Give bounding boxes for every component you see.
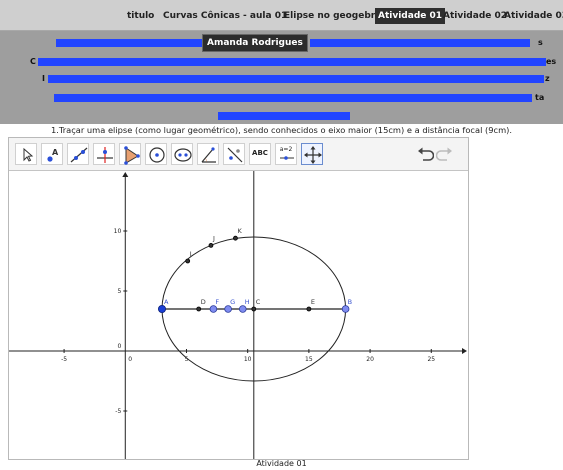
- header-line-end: s: [538, 38, 543, 47]
- footer-label: Atividade 01: [256, 459, 307, 468]
- point-h: [238, 305, 247, 313]
- slider-tool-label: a=2: [279, 146, 293, 153]
- graphics-canvas[interactable]: -5 5 10 15 20 25 10 5 00 -5 A B C D E F G H I J K: [9, 171, 468, 459]
- redacted-text: [310, 39, 530, 47]
- x-tick-label: 0: [128, 356, 132, 363]
- x-tick-label: 20: [366, 356, 374, 363]
- point-label-g: G: [230, 298, 235, 306]
- reflect-line-icon: [227, 147, 243, 163]
- nav-item-atividade-02[interactable]: Atividade 02: [443, 11, 508, 21]
- point-g: [224, 305, 232, 313]
- redacted-text: [54, 94, 532, 102]
- point-label-c: C: [256, 298, 261, 306]
- x-tick-label: 10: [244, 356, 252, 363]
- line-through-points-icon: [70, 147, 88, 163]
- point-label-i: I: [190, 250, 192, 258]
- graphics-view[interactable]: -5 5 10 15 20 25 10 5 0 0 -5 A B C D E F G H I J K: [9, 171, 468, 459]
- header-line-start: I: [42, 74, 45, 83]
- header-line-start: C: [30, 57, 36, 66]
- header-line-end: z: [545, 74, 550, 83]
- nav-item-curvas-conicas[interactable]: Curvas Cônicas - aula 01: [163, 11, 288, 21]
- point-tool-button[interactable]: A: [41, 143, 63, 165]
- perpendicular-tool-button[interactable]: [93, 143, 115, 165]
- point-c: [251, 306, 257, 312]
- conic-tool-button[interactable]: [171, 143, 193, 165]
- y-tick-label: 0: [117, 343, 121, 350]
- line-tool-button[interactable]: [67, 143, 89, 165]
- y-tick-label: -5: [115, 408, 121, 415]
- undo-icon[interactable]: [416, 145, 434, 163]
- y-tick-label: 5: [117, 288, 121, 295]
- activity-instruction: 1.Traçar uma elipse (como lugar geométri…: [50, 125, 513, 135]
- point-e: [306, 306, 312, 312]
- point-k: [233, 235, 238, 241]
- geogebra-applet: A ABC a=2: [8, 137, 469, 460]
- point-a: [157, 304, 166, 313]
- point-j: [208, 243, 214, 248]
- author-name: Amanda Rodrigues: [202, 34, 308, 52]
- redacted-text: [218, 112, 350, 120]
- header-line-end: ta: [535, 93, 545, 102]
- redacted-text: [48, 75, 544, 83]
- point-label-j: J: [212, 234, 215, 242]
- text-tool-button[interactable]: ABC: [249, 143, 271, 165]
- perpendicular-line-icon: [97, 147, 113, 163]
- y-tick-label: 10: [114, 228, 122, 235]
- point-b: [341, 305, 350, 313]
- x-tick-label: 25: [427, 356, 435, 363]
- reflect-tool-button[interactable]: [223, 143, 245, 165]
- angle-tool-button[interactable]: [197, 143, 219, 165]
- move-graphics-view-icon: [304, 146, 322, 164]
- point-d: [196, 306, 202, 312]
- polygon-icon: [124, 146, 140, 165]
- point-label-k: K: [237, 227, 242, 235]
- point-label-a: A: [164, 298, 169, 306]
- angle-icon: [201, 147, 216, 163]
- text-tool-label: ABC: [252, 149, 268, 157]
- point-label-d: D: [201, 298, 206, 306]
- header-line-end: es: [546, 57, 557, 66]
- slider-tool-button[interactable]: a=2: [275, 143, 297, 165]
- point-label-b: B: [348, 298, 352, 306]
- redacted-text: [38, 58, 546, 66]
- point-label-e: E: [311, 298, 315, 306]
- polygon-tool-button[interactable]: [119, 143, 141, 165]
- move-view-tool-button[interactable]: [301, 143, 323, 165]
- geogebra-toolbar: A ABC a=2: [9, 138, 468, 171]
- ellipse-icon: [174, 148, 192, 162]
- top-navigation: titulo Curvas Cônicas - aula 01 Elipse n…: [0, 0, 563, 31]
- slider-icon: [280, 156, 294, 160]
- circle-tool-button[interactable]: [145, 143, 167, 165]
- cursor-arrow-icon: [23, 147, 34, 162]
- x-tick-label: -5: [61, 356, 67, 363]
- nav-item-atividade-01[interactable]: Atividade 01: [375, 8, 446, 24]
- x-tick-label: 5: [185, 356, 189, 363]
- nav-item-atividade-03[interactable]: Atividade 03: [504, 11, 563, 21]
- new-point-icon: A: [47, 148, 59, 162]
- move-tool-button[interactable]: [15, 143, 37, 165]
- point-i: [185, 258, 191, 264]
- point-label-f: F: [215, 298, 219, 306]
- point-label-h: H: [245, 298, 250, 306]
- x-tick-label: 15: [305, 356, 313, 363]
- redo-icon[interactable]: [436, 145, 454, 163]
- nav-item-elipse-geogebra[interactable]: Elipse no geogebra: [284, 11, 382, 21]
- svg-text:A: A: [52, 148, 59, 157]
- x-axis-arrow: [462, 348, 467, 354]
- nav-item-titulo[interactable]: titulo: [127, 11, 155, 21]
- point-f: [209, 305, 218, 313]
- redacted-text: [56, 39, 202, 47]
- y-axis-arrow: [122, 172, 129, 177]
- circle-center-point-icon: [149, 147, 165, 163]
